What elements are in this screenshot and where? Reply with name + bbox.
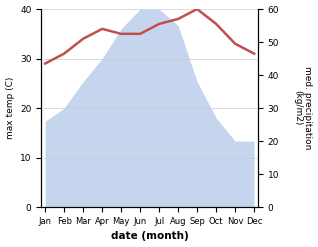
Y-axis label: max temp (C): max temp (C) <box>5 77 15 139</box>
X-axis label: date (month): date (month) <box>111 231 189 242</box>
Y-axis label: med. precipitation
(kg/m2): med. precipitation (kg/m2) <box>293 66 313 150</box>
